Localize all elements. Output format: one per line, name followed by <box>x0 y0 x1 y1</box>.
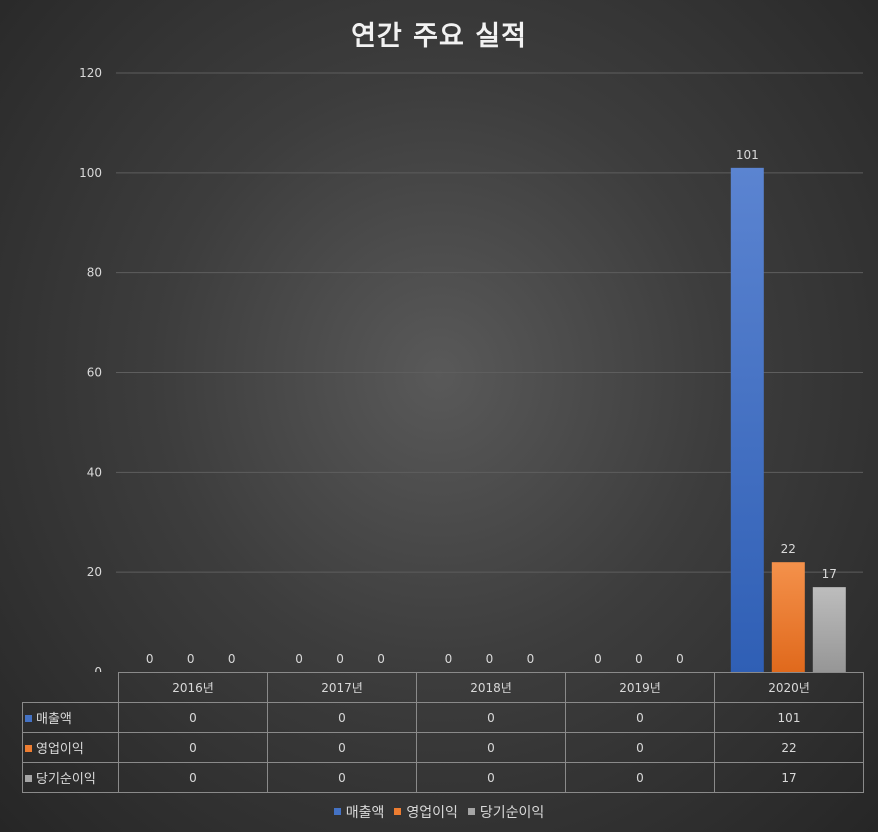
data-label: 0 <box>594 652 602 666</box>
data-label: 101 <box>736 148 759 162</box>
table-cell: 0 <box>565 702 715 733</box>
bar <box>771 562 805 672</box>
x-category-label: 2019년 <box>565 672 715 703</box>
data-label: 0 <box>187 652 195 666</box>
data-label: 22 <box>781 542 796 556</box>
legend-label: 영업이익 <box>406 805 458 821</box>
table-corner <box>22 672 119 703</box>
table-cell: 0 <box>416 732 566 763</box>
data-label: 0 <box>445 652 453 666</box>
legend-swatch <box>333 808 341 815</box>
data-label: 0 <box>527 652 535 666</box>
series-swatch <box>25 715 32 722</box>
y-tick-label: 100 <box>79 166 102 180</box>
data-label: 0 <box>676 652 684 666</box>
data-label: 0 <box>295 652 303 666</box>
bar <box>730 167 764 672</box>
table-cell: 0 <box>267 762 417 793</box>
legend-item: 영업이익 <box>394 802 458 822</box>
y-tick-label: 80 <box>87 266 102 280</box>
table-cell: 0 <box>118 732 268 763</box>
legend: 매출액 영업이익 당기순이익 <box>0 802 878 822</box>
table-row: 당기순이익 0 0 0 0 17 <box>22 762 864 793</box>
series-name: 당기순이익 <box>36 772 96 787</box>
x-category-label: 2017년 <box>267 672 417 703</box>
y-tick-label: 40 <box>87 465 102 479</box>
table-cell: 0 <box>118 702 268 733</box>
legend-label: 매출액 <box>345 805 385 821</box>
table-header-row: 2016년 2017년 2018년 2019년 2020년 <box>22 672 864 703</box>
data-label: 0 <box>146 652 154 666</box>
y-tick-label: 0 <box>94 665 102 672</box>
chart-plot: 0 20 40 60 80 100 120 0 0 0 0 0 0 0 0 0 0 0 0 101 22 17 <box>79 66 863 672</box>
legend-item: 당기순이익 <box>467 802 545 822</box>
data-label: 0 <box>486 652 494 666</box>
series-swatch <box>25 775 32 782</box>
x-category-label: 2018년 <box>416 672 566 703</box>
table-cell: 0 <box>416 702 566 733</box>
data-label: 0 <box>377 652 385 666</box>
x-category-label: 2020년 <box>714 672 864 703</box>
y-tick-label: 120 <box>79 66 102 80</box>
table-cell: 0 <box>565 732 715 763</box>
series-name: 영업이익 <box>36 742 84 757</box>
y-tick-label: 60 <box>87 366 102 380</box>
data-label: 17 <box>822 567 837 581</box>
chart-title: 연간 주요 실적 <box>351 21 527 52</box>
series-row-label: 당기순이익 <box>22 762 119 793</box>
data-label: 0 <box>228 652 236 666</box>
table-cell: 0 <box>565 762 715 793</box>
series-swatch <box>25 745 32 752</box>
legend-swatch <box>394 808 402 815</box>
table-cell: 0 <box>118 762 268 793</box>
data-label: 0 <box>336 652 344 666</box>
series-row-label: 매출액 <box>22 702 119 733</box>
series-row-label: 영업이익 <box>22 732 119 763</box>
legend-label: 당기순이익 <box>479 805 545 821</box>
table-cell: 0 <box>416 762 566 793</box>
table-row: 매출액 0 0 0 0 101 <box>22 702 864 733</box>
x-category-label: 2016년 <box>118 672 268 703</box>
table-cell: 0 <box>267 702 417 733</box>
bar <box>812 587 846 672</box>
table-cell: 17 <box>714 762 864 793</box>
table-cell: 0 <box>267 732 417 763</box>
table-cell: 22 <box>714 732 864 763</box>
legend-swatch <box>467 808 475 815</box>
series-name: 매출액 <box>36 712 72 727</box>
data-table: 2016년 2017년 2018년 2019년 2020년 매출액 0 0 0 0 101 영업이익 0… <box>22 672 864 793</box>
data-label: 0 <box>635 652 643 666</box>
legend-item: 매출액 <box>333 802 385 822</box>
table-cell: 101 <box>714 702 864 733</box>
y-tick-label: 20 <box>87 565 102 579</box>
table-row: 영업이익 0 0 0 0 22 <box>22 732 864 763</box>
